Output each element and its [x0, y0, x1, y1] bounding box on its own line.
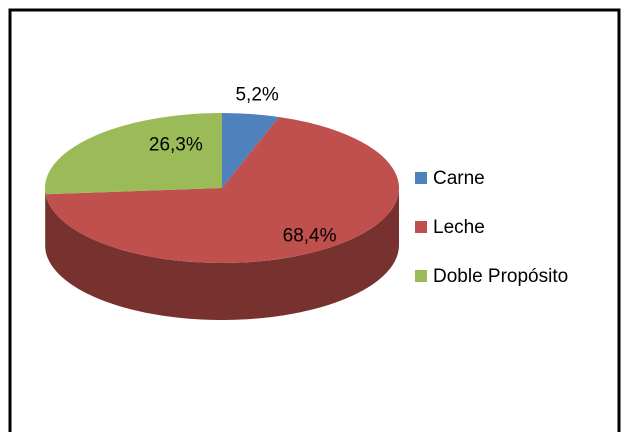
slice: [45, 116, 400, 264]
data-label: 26,3%: [149, 135, 203, 156]
slice-side: [45, 188, 46, 252]
slice-side: [45, 188, 400, 320]
data-label: 5,2%: [235, 85, 278, 106]
slice: [44, 113, 222, 195]
data-label: 68,4%: [283, 226, 337, 247]
legend-label: Carne: [433, 168, 485, 189]
slice: [222, 113, 279, 188]
legend-label: Doble Propósito: [433, 266, 568, 287]
legend: Carne Leche Doble Propósito: [415, 168, 568, 287]
pie: 5,2% 68,4% 26,3%: [44, 85, 400, 320]
legend-swatch: [415, 270, 427, 282]
legend-swatch: [415, 172, 427, 184]
legend-swatch: [415, 221, 427, 233]
legend-label: Leche: [433, 217, 485, 238]
frame: [8, 8, 621, 432]
